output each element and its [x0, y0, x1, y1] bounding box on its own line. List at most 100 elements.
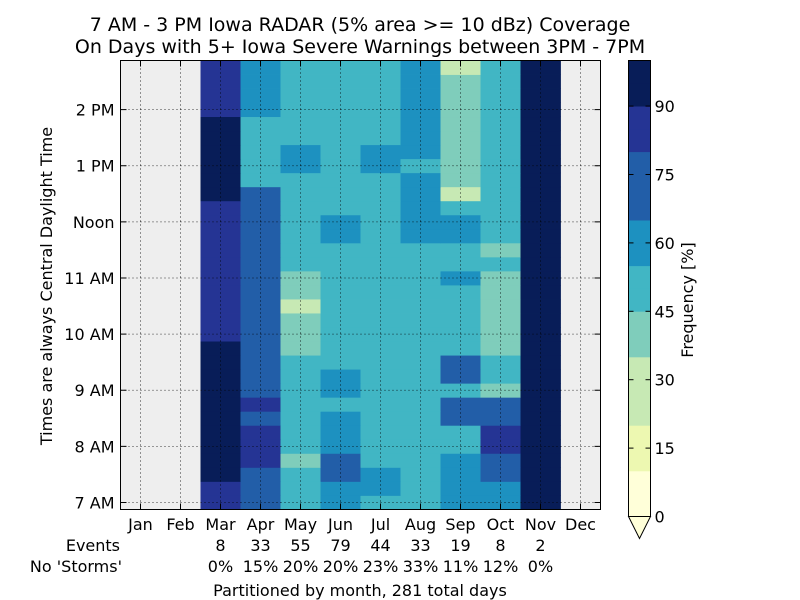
heatmap-cell: [480, 355, 521, 370]
heatmap-cell: [280, 88, 321, 103]
no-storms-percent: 11%: [443, 557, 479, 576]
heatmap-cell: [360, 285, 401, 300]
heatmap-cell: [280, 74, 321, 89]
heatmap-cell: [280, 256, 321, 272]
heatmap-cell: [400, 186, 441, 202]
colorbar-segment: [628, 402, 651, 426]
heatmap-cell: [240, 467, 281, 482]
y-tick-label: 10 AM: [64, 325, 114, 344]
heatmap-cell: [440, 116, 481, 132]
heatmap-cell: [240, 186, 281, 202]
colorbar-segment: [628, 425, 651, 449]
heatmap-cell: [240, 200, 281, 216]
no-storms-row-label: No 'Storms': [30, 557, 122, 576]
heatmap-cell: [240, 369, 281, 384]
heatmap-cell: [520, 200, 561, 216]
heatmap-cell: [240, 397, 281, 412]
heatmap-cell: [440, 369, 481, 384]
heatmap-cell: [320, 186, 361, 202]
heatmap-cell: [440, 130, 481, 146]
colorbar-segment: [628, 311, 651, 335]
heatmap-cell: [440, 285, 481, 300]
heatmap-cell: [440, 186, 481, 202]
heatmap-cell: [480, 228, 521, 244]
heatmap-cell: [480, 369, 521, 384]
heatmap-cell: [200, 397, 241, 412]
heatmap-cell: [320, 200, 361, 216]
heatmap-cell: [520, 467, 561, 482]
heatmap-cell: [360, 130, 401, 146]
colorbar-tick-label: 75: [655, 166, 675, 185]
heatmap-cell: [240, 285, 281, 300]
colorbar-segment: [628, 83, 651, 107]
colorbar-segment: [628, 128, 651, 153]
no-storms-percent: 23%: [363, 557, 399, 576]
colorbar-segment: [628, 448, 651, 472]
heatmap-cell: [200, 467, 241, 482]
colorbar-segment: [628, 356, 651, 381]
events-count: 44: [370, 536, 390, 555]
heatmap-cell: [480, 341, 521, 356]
heatmap-cell: [440, 341, 481, 356]
heatmap-cell: [400, 242, 441, 258]
heatmap-cell: [320, 144, 361, 160]
heatmap-cell: [360, 228, 401, 244]
heatmap-cell: [440, 411, 481, 426]
heatmap-cell: [200, 186, 241, 202]
heatmap-cell: [400, 341, 441, 356]
y-tick-label: 8 AM: [74, 437, 114, 456]
heatmap-cell: [200, 256, 241, 272]
heatmap-cell: [480, 299, 521, 314]
heatmap-cell: [240, 130, 281, 146]
colorbar-segment: [628, 493, 651, 517]
heatmap-cell: [480, 285, 521, 300]
heatmap-cell: [320, 397, 361, 412]
heatmap-cell: [360, 186, 401, 202]
heatmap-cell: [520, 369, 561, 384]
heatmap-cell: [520, 186, 561, 202]
heatmap-cell: [320, 341, 361, 356]
heatmap-cell: [240, 88, 281, 103]
heatmap-cell: [360, 299, 401, 314]
heatmap-cell: [320, 313, 361, 328]
heatmap-cell: [240, 74, 281, 89]
heatmap-cell: [440, 228, 481, 244]
heatmap-cell: [440, 88, 481, 103]
heatmap-cell: [320, 74, 361, 89]
heatmap-cell: [280, 144, 321, 160]
x-tick-label: Dec: [565, 515, 596, 534]
heatmap-cell: [280, 228, 321, 244]
events-row-label: Events: [66, 536, 120, 555]
heatmap-cell: [360, 116, 401, 132]
heatmap-cell: [520, 144, 561, 160]
heatmap-cell: [200, 285, 241, 300]
heatmap-cell: [480, 411, 521, 426]
heatmap-cell: [320, 355, 361, 370]
heatmap-cell: [200, 228, 241, 244]
heatmap-cell: [400, 172, 441, 188]
heatmap-cell: [320, 256, 361, 272]
no-storms-percent: 12%: [483, 557, 519, 576]
heatmap-cell: [280, 355, 321, 370]
heatmap-cell: [320, 467, 361, 482]
heatmap-cell: [240, 411, 281, 426]
heatmap-cell: [200, 313, 241, 328]
heatmap-cell: [520, 172, 561, 188]
heatmap-cell: [240, 242, 281, 258]
heatmap-cell: [280, 341, 321, 356]
heatmap-cell: [200, 355, 241, 370]
heatmap-cell: [440, 355, 481, 370]
heatmap-cell: [480, 256, 521, 272]
no-storms-percent: 20%: [323, 557, 359, 576]
heatmap-cell: [200, 411, 241, 426]
heatmap-cell: [320, 228, 361, 244]
heatmap-cell: [200, 74, 241, 89]
heatmap-cell: [240, 355, 281, 370]
heatmap-cell: [520, 60, 561, 75]
x-tick-label: Apr: [247, 515, 275, 534]
heatmap-cell: [360, 172, 401, 188]
heatmap-cell: [440, 200, 481, 216]
heatmap-cell: [520, 116, 561, 132]
heatmap-cell: [480, 130, 521, 146]
